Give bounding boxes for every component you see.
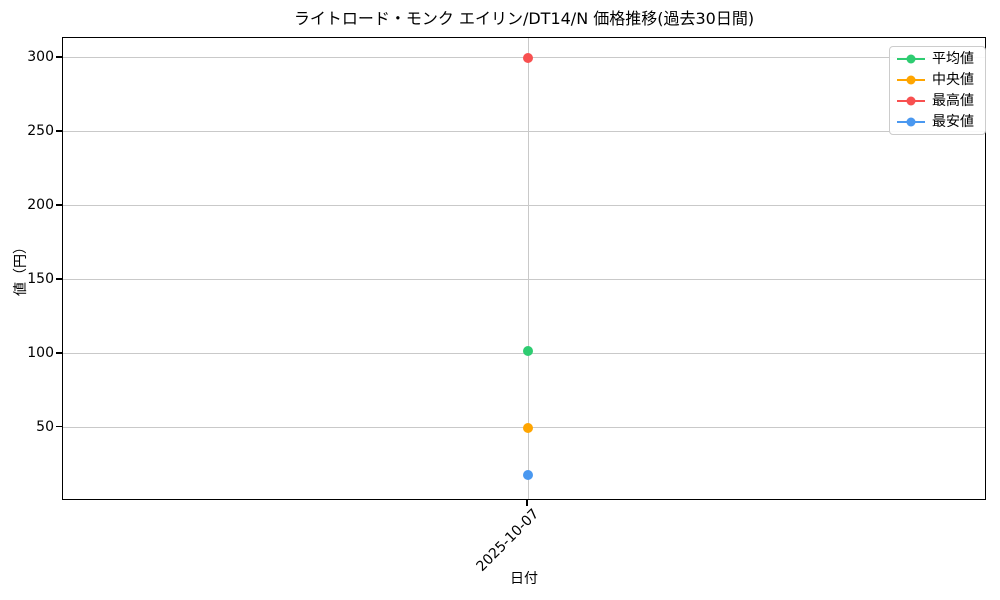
y-gridline bbox=[63, 279, 985, 281]
data-point-min bbox=[523, 469, 533, 480]
plot-area bbox=[62, 37, 986, 500]
y-tick-label: 50 bbox=[36, 418, 54, 435]
y-axis-label: 値（円） bbox=[13, 240, 29, 296]
legend-label-min: 最安値 bbox=[932, 114, 974, 130]
legend-marker-min-icon bbox=[897, 117, 925, 127]
legend: 平均値中央値最高値最安値 bbox=[889, 46, 986, 135]
y-tick-mark bbox=[56, 425, 62, 428]
y-tick-mark bbox=[56, 277, 62, 280]
y-tick-label: 150 bbox=[27, 270, 54, 287]
y-tick-label: 300 bbox=[27, 48, 54, 65]
y-tick-mark bbox=[56, 56, 62, 58]
legend-dot-average-icon bbox=[906, 54, 916, 64]
legend-item-average: 平均値 bbox=[897, 52, 977, 66]
legend-label-max: 最高値 bbox=[932, 93, 974, 109]
legend-label-average: 平均値 bbox=[932, 51, 974, 67]
y-gridline bbox=[63, 131, 985, 133]
legend-marker-max-icon bbox=[897, 96, 925, 106]
chart-title: ライトロード・モンク エイリン/DT14/N 価格推移(過去30日間) bbox=[293, 9, 755, 28]
y-tick-label: 250 bbox=[27, 122, 54, 139]
y-tick-label: 200 bbox=[27, 196, 54, 213]
legend-marker-average-icon bbox=[897, 54, 925, 64]
legend-item-min: 最安値 bbox=[897, 115, 977, 129]
y-tick-mark bbox=[56, 351, 62, 354]
legend-dot-median-icon bbox=[906, 75, 916, 85]
y-gridline bbox=[63, 205, 985, 207]
legend-dot-min-icon bbox=[906, 117, 916, 127]
legend-dot-max-icon bbox=[906, 96, 916, 106]
legend-item-max: 最高値 bbox=[897, 94, 977, 108]
x-tick-mark bbox=[526, 500, 528, 506]
legend-item-median: 中央値 bbox=[897, 73, 977, 87]
legend-marker-median-icon bbox=[897, 75, 925, 85]
data-point-max bbox=[523, 52, 533, 63]
legend-label-median: 中央値 bbox=[932, 72, 974, 88]
x-axis-label: 日付 bbox=[510, 571, 538, 587]
y-tick-label: 100 bbox=[27, 344, 54, 361]
x-gridline bbox=[527, 38, 529, 499]
x-tick-label: 2025-10-07 bbox=[473, 506, 543, 575]
y-tick-mark bbox=[56, 130, 62, 132]
y-tick-mark bbox=[56, 204, 62, 206]
data-point-average bbox=[523, 345, 533, 356]
data-point-median bbox=[523, 422, 533, 433]
